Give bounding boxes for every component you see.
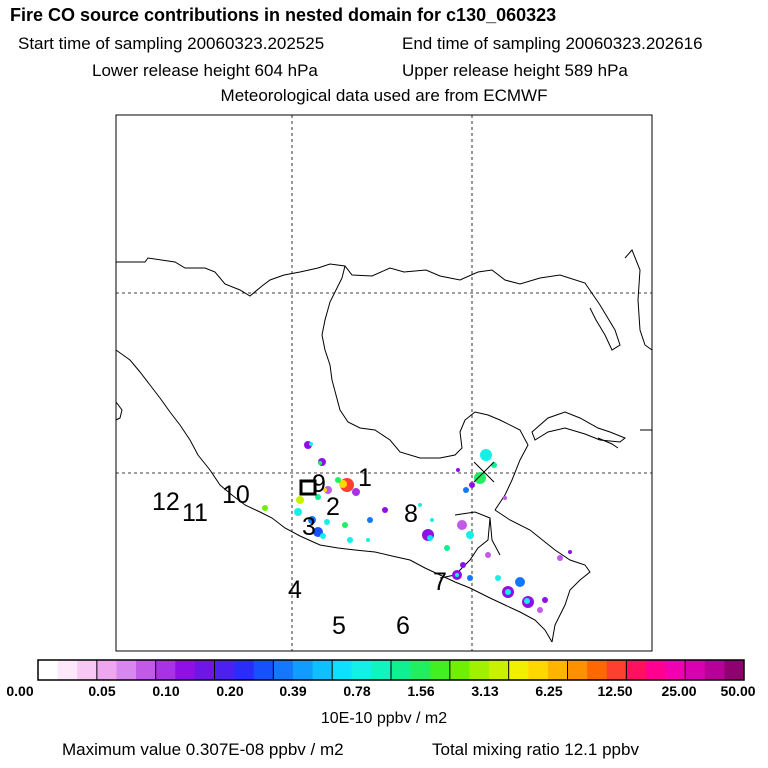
colorbar-tick-label: 50.00 <box>720 683 756 699</box>
met-data-label: Meteorological data used are from ECMWF <box>220 86 548 105</box>
start-time-label: Start time of sampling 20060323.202525 <box>18 34 325 53</box>
colorbar-frame <box>37 659 745 681</box>
colorbar-swatch <box>685 660 706 680</box>
colorbar-swatch <box>116 660 137 680</box>
colorbar <box>38 660 745 680</box>
coastlines <box>115 249 653 643</box>
colorbar-swatch <box>665 660 686 680</box>
colorbar-tick-label: 1.56 <box>407 683 435 699</box>
max-value-label: Maximum value 0.307E-08 ppbv / m2 <box>62 740 344 759</box>
segment-label: 4 <box>288 576 302 604</box>
colorbar-swatch <box>528 660 549 680</box>
colorbar-swatch <box>273 660 294 680</box>
colorbar-swatch <box>547 660 568 680</box>
fire-contribution-field <box>262 441 572 613</box>
segment-label: 8 <box>404 500 418 528</box>
colorbar-swatch <box>194 660 215 680</box>
map-frame <box>115 114 653 652</box>
colorbar-tick-label: 12.50 <box>597 683 633 699</box>
colorbar-swatch <box>489 660 510 680</box>
colorbar-swatch <box>332 660 353 680</box>
lower-height-label: Lower release height 604 hPa <box>92 61 318 80</box>
colorbar-tick-label: 0.10 <box>152 683 180 699</box>
colorbar-swatch <box>292 660 314 680</box>
colorbar-swatch <box>508 660 529 680</box>
colorbar-swatch <box>645 660 667 680</box>
colorbar-swatch <box>606 660 627 680</box>
colorbar-tick-label: 25.00 <box>661 683 697 699</box>
upper-height-label: Upper release height 589 hPa <box>402 61 628 80</box>
end-time-label: End time of sampling 20060323.202616 <box>402 34 703 53</box>
segment-label: 12 <box>152 488 180 516</box>
colorbar-swatch <box>175 660 196 680</box>
colorbar-tick-label: 6.25 <box>535 683 563 699</box>
segment-label: 9 <box>312 470 326 498</box>
colorbar-tick-label: 3.13 <box>471 683 499 699</box>
colorbar-swatch <box>38 660 59 680</box>
colorbar-units: 10E-10 ppbv / m2 <box>320 710 448 727</box>
colorbar-swatch <box>391 660 412 680</box>
colorbar-tick-label: 0.78 <box>343 683 371 699</box>
figure-title: Fire CO source contributions in nested d… <box>10 5 557 25</box>
colorbar-swatch <box>234 660 255 680</box>
receptor-cross-marker <box>473 461 495 483</box>
colorbar-swatch <box>96 660 117 680</box>
colorbar-swatch <box>430 660 451 680</box>
segment-label: 1 <box>358 464 372 492</box>
colorbar-tick-label: 0.05 <box>88 683 116 699</box>
colorbar-swatch <box>351 660 372 680</box>
colorbar-swatch <box>312 660 333 680</box>
colorbar-tick-label: 0.00 <box>6 683 34 699</box>
colorbar-swatch <box>136 660 157 680</box>
colorbar-swatch <box>371 660 392 680</box>
colorbar-swatch <box>410 660 431 680</box>
segment-label: 10 <box>222 481 250 509</box>
segment-label: 6 <box>396 612 410 640</box>
total-mixing-ratio-label: Total mixing ratio 12.1 ppbv <box>432 740 639 759</box>
map-gridlines <box>116 115 652 651</box>
segment-label: 7 <box>433 568 447 596</box>
colorbar-swatch <box>449 660 470 680</box>
colorbar-swatch <box>704 660 725 680</box>
colorbar-swatch <box>567 660 588 680</box>
segment-label: 5 <box>332 612 346 640</box>
segment-label: 3 <box>302 513 316 541</box>
colorbar-swatch <box>587 660 608 680</box>
colorbar-swatch <box>724 660 745 680</box>
colorbar-swatch <box>626 660 647 680</box>
colorbar-tick-label: 0.20 <box>216 683 244 699</box>
release-location-marker <box>299 479 317 496</box>
segment-label: 2 <box>326 493 340 521</box>
colorbar-swatch <box>155 660 176 680</box>
colorbar-swatch <box>77 660 98 680</box>
segment-labels: 1 2 3 4 5 6 7 8 9 10 11 12 <box>152 464 447 640</box>
colorbar-swatch <box>253 660 274 680</box>
segment-label: 11 <box>182 499 208 527</box>
colorbar-swatch <box>469 660 490 680</box>
colorbar-swatch <box>57 660 78 680</box>
colorbar-tick-label: 0.39 <box>279 683 307 699</box>
colorbar-swatch <box>214 660 235 680</box>
